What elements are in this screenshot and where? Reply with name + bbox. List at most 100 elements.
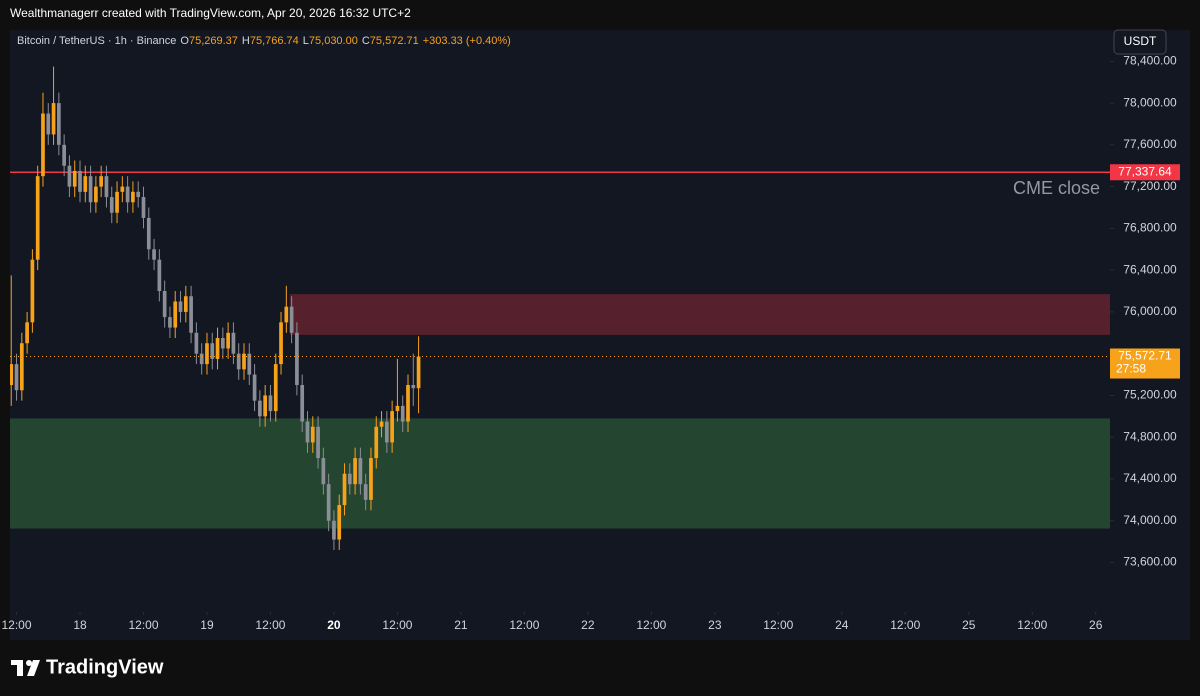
legend-item: L [303,35,309,47]
candle-body [268,395,273,412]
candle-body [369,458,373,500]
currency-button[interactable] [1113,29,1167,55]
candle-body [194,332,199,354]
y-tick-label: 75,200.00 [1123,388,1177,402]
candle-body [46,113,51,135]
candle-body [284,306,289,323]
legend-item: 75,766.74 [250,35,299,47]
header-text: Wealthmanagerr created with TradingView.… [10,6,411,20]
y-tick-label: 74,400.00 [1123,471,1177,485]
brand-text: TradingView [46,656,164,678]
x-tick-label: 12:00 [636,618,666,632]
candle-body [374,426,379,459]
candle-body [411,384,416,389]
candle-body [183,296,188,312]
candle-body [120,186,125,192]
x-tick-label: 12:00 [509,618,539,632]
candle-body [384,421,389,443]
line-price-tag [1110,164,1180,181]
candle-body [258,400,262,417]
candle-body [316,426,320,459]
candle-body [379,421,384,427]
zone [289,294,1110,335]
x-tick-label: 24 [835,618,849,632]
x-tick-label: 22 [581,618,595,632]
candle-body [152,249,156,260]
candle-body [289,306,294,333]
candle-body [146,217,151,250]
price-axis [1110,30,1190,612]
legend-item: 75,269.37 [189,35,238,47]
candle-body [210,343,215,359]
legend-item: H [242,35,250,47]
candle-body [162,291,167,318]
x-tick-label: 18 [73,618,87,632]
last-price-tag [1110,348,1180,379]
legend-item: 75,572.71 [370,35,419,47]
candle-body [136,191,141,198]
candle-body [51,103,56,135]
x-tick-label: 20 [327,618,341,632]
candle-body [88,176,93,203]
y-tick-label: 78,400.00 [1123,53,1177,67]
y-tick-label: 77,600.00 [1123,137,1177,151]
x-tick-label: 12:00 [1017,618,1047,632]
candle-body [279,322,283,365]
chart-pane [10,30,1110,612]
candle-body [72,170,77,187]
candle-body [395,405,400,412]
candle-body [157,259,162,292]
candle-body [231,332,236,354]
candle-body [337,505,342,540]
y-tick-label: 76,000.00 [1123,304,1177,318]
y-tick-label: 74,000.00 [1123,513,1177,527]
currency[interactable]: USDT [1124,34,1157,48]
x-tick-label: 12:00 [2,618,32,632]
legend: Bitcoin / TetherUS · 1h · Binance O75,269… [17,35,511,47]
candle-body [226,332,230,349]
candle-body [62,144,66,166]
candle-body [30,259,35,323]
candle-body [400,405,405,422]
candle-body [242,353,246,370]
candle-body [236,353,241,370]
line-price-label: 77,337.64 [1118,164,1172,178]
candle-body [199,353,204,365]
candle-body [56,103,61,145]
candle-body [19,343,24,391]
x-tick-label: 25 [962,618,976,632]
y-tick-label: 76,800.00 [1123,221,1177,235]
legend-item: 75,030.00 [309,35,358,47]
candle-body [10,364,14,385]
candle-body [326,484,331,521]
legend-item: O [180,35,189,47]
last-price-label: 75,572.71 [1118,349,1172,363]
y-tick-label: 73,600.00 [1123,555,1177,569]
candle-body [99,176,104,187]
x-tick-label: 23 [708,618,722,632]
candle-body [109,197,114,213]
x-tick-label: 12:00 [890,618,920,632]
candle-body [83,176,88,192]
x-tick-label: 19 [200,618,214,632]
candle-body [78,170,82,192]
y-tick-label: 77,200.00 [1123,179,1177,193]
y-tick-label: 78,000.00 [1123,95,1177,109]
brand-logo [11,660,40,676]
candle-body [321,458,326,485]
x-tick-label: 26 [1089,618,1103,632]
countdown: 27:58 [1116,362,1146,376]
candle-body [25,322,29,344]
zone [10,418,1110,529]
candle-body [141,197,146,218]
candle-body [168,317,172,328]
candle-body [263,395,268,417]
candle-body [310,426,315,443]
candle-body [305,421,310,443]
candle-body [94,186,98,203]
candle-body [273,364,278,412]
plot [10,66,1110,550]
candle-body [295,332,299,385]
candle-body [416,356,421,389]
